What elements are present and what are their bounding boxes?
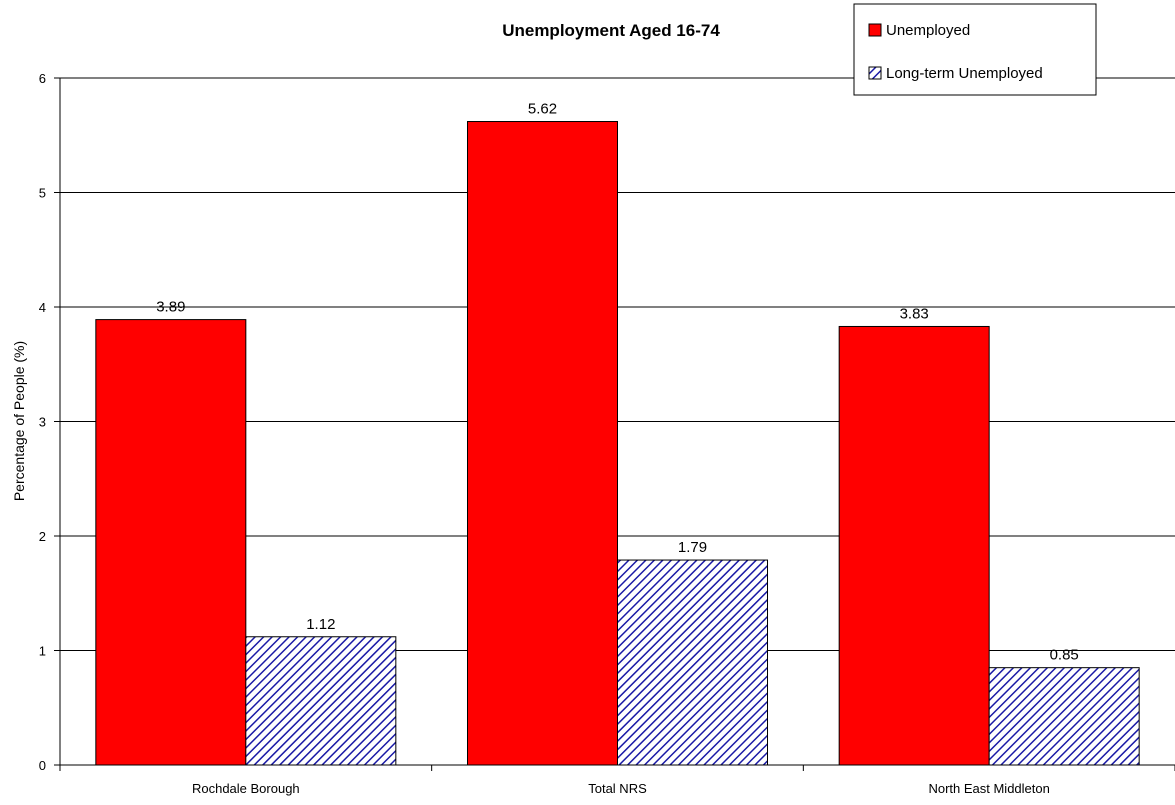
bar-long-term-unemployed-0 (245, 636, 397, 766)
legend-label-long-term-unemployed: Long-term Unemployed (886, 65, 1043, 82)
x-tick-label: Rochdale Borough (192, 781, 300, 796)
y-tick-label: 2 (39, 529, 46, 544)
y-tick-label: 0 (39, 758, 46, 773)
chart-title: Unemployment Aged 16-74 (502, 21, 720, 40)
y-tick-label: 4 (39, 300, 46, 315)
y-axis-label: Percentage of People (%) (11, 341, 27, 501)
x-axis-ticks: Rochdale Borough Total NRS North East Midd… (59, 765, 1175, 796)
data-labels: 3.89 1.12 5.62 1.79 3.83 0.85 (156, 101, 1079, 664)
y-axis-ticks: 0 1 2 3 4 5 6 (39, 71, 60, 773)
axes (59, 78, 1175, 766)
x-tick-label: Total NRS (588, 781, 647, 796)
bar-long-term-unemployed-2 (988, 667, 1140, 766)
y-tick-label: 3 (39, 415, 46, 430)
legend-swatch-long-term-unemployed (868, 66, 882, 80)
bars (95, 121, 1140, 766)
data-label: 1.12 (306, 616, 335, 633)
legend-box (853, 3, 1097, 96)
data-label: 3.83 (900, 305, 929, 322)
legend-label-unemployed: Unemployed (886, 22, 970, 39)
bar-unemployed-0 (95, 319, 247, 766)
bar-unemployed-1 (467, 121, 618, 766)
bar-long-term-unemployed-1 (617, 559, 768, 766)
data-label: 1.79 (678, 539, 707, 556)
y-tick-label: 6 (39, 71, 46, 86)
y-tick-label: 1 (39, 644, 46, 659)
x-tick-label: North East Middleton (928, 781, 1049, 796)
data-label: 0.85 (1050, 647, 1079, 664)
data-label: 3.89 (156, 299, 185, 316)
legend-swatch-unemployed (868, 23, 882, 37)
data-label: 5.62 (528, 101, 557, 118)
legend: Unemployed Long-term Unemployed (853, 3, 1097, 96)
y-tick-label: 5 (39, 186, 46, 201)
bar-unemployed-2 (838, 325, 990, 766)
